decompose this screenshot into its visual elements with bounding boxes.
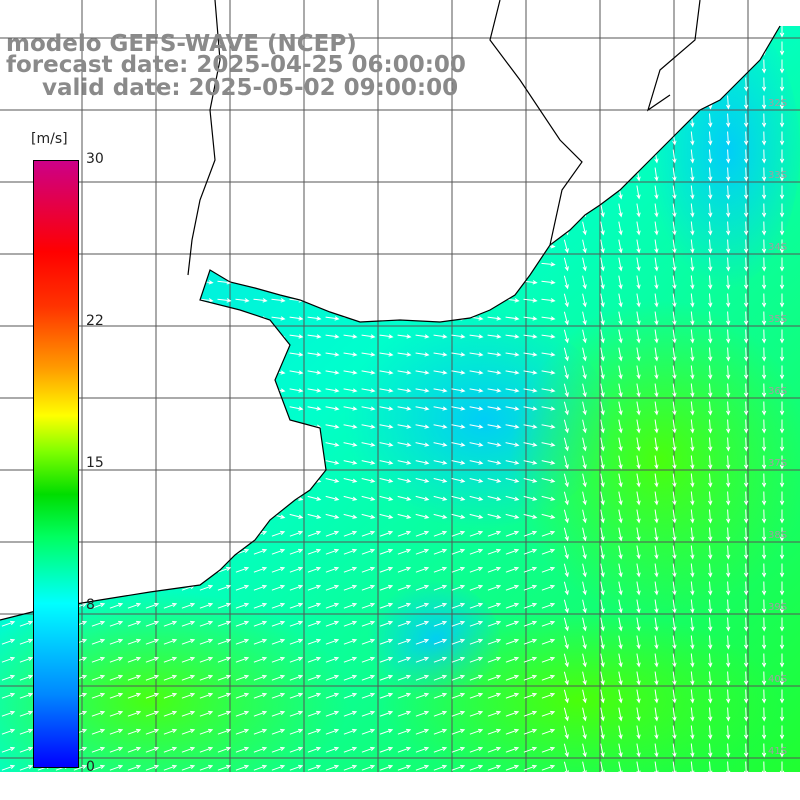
svg-text:34S: 34S — [768, 242, 787, 253]
svg-text:33S: 33S — [768, 170, 787, 181]
colorbar-tick-label: 0 — [86, 759, 95, 775]
svg-text:35S: 35S — [768, 314, 787, 325]
title-valid-date: valid date: 2025-05-02 09:00:00 — [42, 75, 459, 101]
colorbar-tick-label: 30 — [86, 151, 104, 167]
coastline — [0, 0, 781, 621]
svg-text:32S: 32S — [768, 98, 787, 109]
svg-text:36S: 36S — [768, 386, 787, 397]
svg-text:39S: 39S — [768, 602, 787, 613]
colorbar-tick-label: 8 — [86, 596, 95, 613]
svg-text:38S: 38S — [768, 530, 787, 541]
lat-labels: 32S 33S 34S 35S 36S 37S 38S 39S 40S 41S — [768, 98, 787, 757]
colorbar — [33, 160, 79, 768]
svg-text:40S: 40S — [768, 674, 787, 685]
svg-text:37S: 37S — [768, 458, 787, 469]
title-model: modelo GEFS-WAVE (NCEP) — [6, 31, 357, 57]
title-forecast-date: forecast date: 2025-04-25 06:00:00 — [6, 52, 466, 78]
svg-text:41S: 41S — [768, 746, 787, 757]
colorbar-tick-label: 22 — [86, 313, 104, 330]
sea-field — [0, 26, 800, 772]
colorbar-tick-label: 15 — [86, 455, 104, 471]
lat-lon-grid — [0, 0, 800, 772]
colorbar-units: [m/s] — [31, 131, 68, 147]
